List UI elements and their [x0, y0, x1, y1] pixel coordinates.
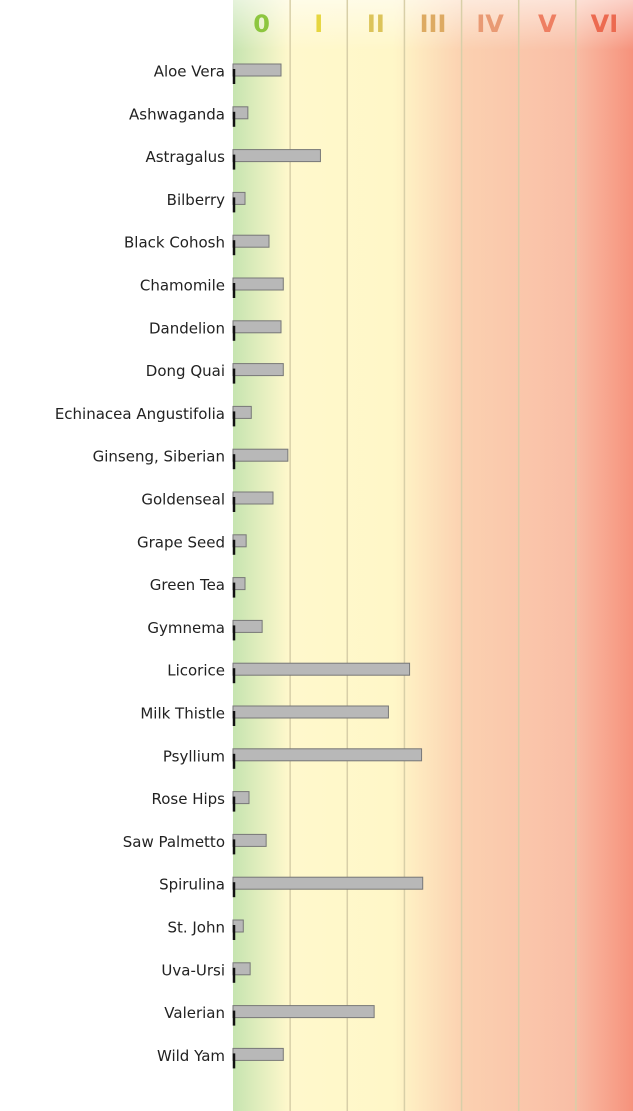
- bar: [232, 1047, 284, 1061]
- y-tick-label: Spirulina: [159, 876, 225, 894]
- y-tick-label: Green Tea: [150, 576, 225, 594]
- bar: [232, 234, 270, 248]
- bar: [232, 320, 282, 334]
- y-tick-label: St. John: [167, 919, 225, 937]
- y-tick-label: Grape Seed: [137, 533, 225, 551]
- bar: [232, 491, 274, 505]
- band-label: IV: [476, 10, 504, 38]
- plot-background: [233, 0, 633, 1111]
- y-tick-label: Dong Quai: [146, 362, 225, 380]
- bar: [232, 962, 251, 976]
- y-tick-label: Bilberry: [167, 191, 225, 209]
- bar: [232, 405, 252, 419]
- y-tick-label: Chamomile: [140, 277, 225, 295]
- bar: [232, 619, 263, 633]
- y-tick-label: Black Cohosh: [124, 234, 225, 252]
- y-tick-label: Saw Palmetto: [123, 833, 225, 851]
- y-tick-label: Astragalus: [145, 148, 225, 166]
- y-tick-label: Ginseng, Siberian: [93, 448, 225, 466]
- bar: [232, 363, 284, 377]
- band-label: III: [420, 10, 447, 38]
- y-tick-label: Echinacea Angustifolia: [55, 405, 225, 423]
- y-tick-label: Aloe Vera: [154, 63, 225, 81]
- y-tick-label: Gymnema: [147, 619, 225, 637]
- y-tick-label: Goldenseal: [141, 491, 225, 509]
- bar: [232, 791, 250, 805]
- y-tick-label: Wild Yam: [157, 1047, 225, 1065]
- y-tick-label: Valerian: [164, 1004, 225, 1022]
- bar: [232, 662, 411, 676]
- bar: [232, 1005, 375, 1019]
- y-tick-label: Uva-Ursi: [161, 961, 225, 979]
- bar: [232, 833, 267, 847]
- y-tick-label: Psyllium: [163, 747, 225, 765]
- bar: [232, 448, 289, 462]
- y-tick-label: Ashwaganda: [129, 105, 225, 123]
- y-tick-label: Rose Hips: [151, 790, 225, 808]
- band-label: 0: [253, 10, 270, 38]
- header-background: [233, 0, 633, 50]
- bar: [232, 748, 423, 762]
- bar: [232, 277, 284, 291]
- bar: [232, 63, 282, 77]
- y-tick-label: Milk Thistle: [140, 705, 225, 723]
- band-label: VI: [591, 10, 619, 38]
- bar: [232, 705, 389, 719]
- bar: [232, 876, 424, 890]
- y-tick-label: Licorice: [167, 662, 225, 680]
- band-label: II: [367, 10, 385, 38]
- bar: [232, 149, 321, 163]
- band-label: V: [538, 10, 557, 38]
- y-tick-label: Dandelion: [149, 319, 225, 337]
- band-label: I: [314, 10, 323, 38]
